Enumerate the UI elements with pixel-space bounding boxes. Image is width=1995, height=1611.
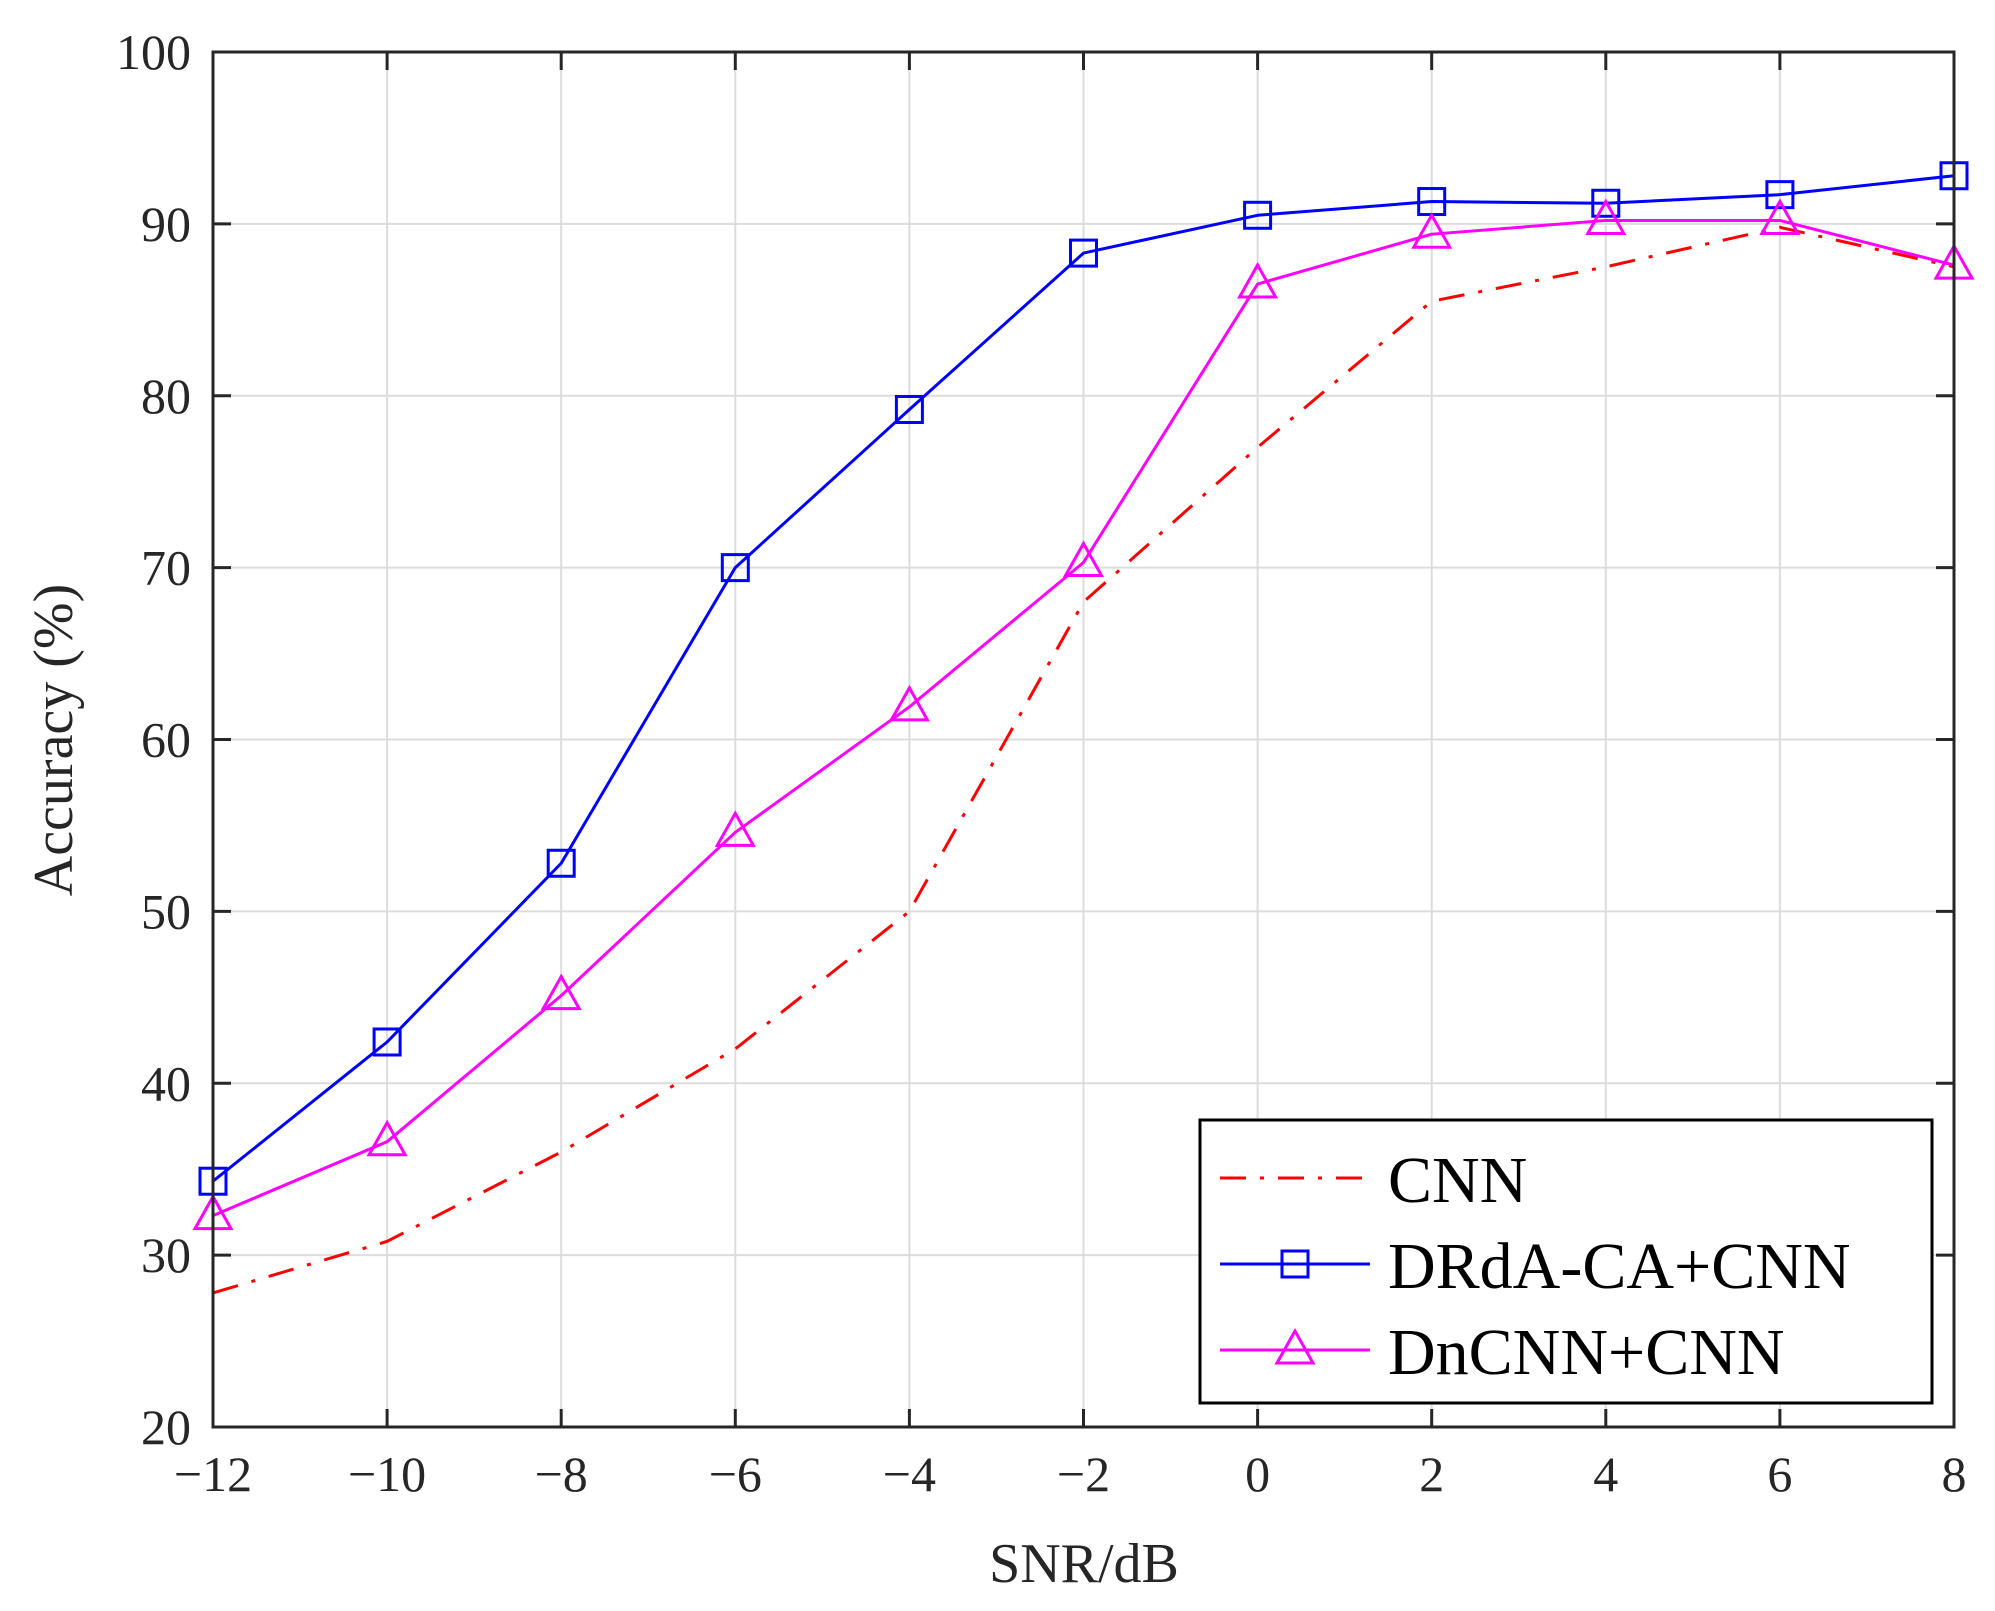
y-tick-label: 60 [141,712,191,768]
data-point-marker [1069,238,1098,268]
y-tick-label: 90 [141,196,191,252]
data-point-marker [540,973,582,1011]
legend-marker [1274,1327,1316,1365]
y-tick-label: 50 [141,883,191,939]
data-point-marker [1765,180,1795,210]
data-point-marker [546,848,576,878]
x-tick-label: −10 [348,1446,426,1502]
x-tick-label: 2 [1419,1446,1444,1502]
series-cnn [212,225,1955,1295]
data-point-marker [1243,200,1273,230]
legend-marker [1280,1249,1310,1279]
data-point-marker [720,553,750,583]
legend-box [1198,1118,1934,1405]
legend-label: CNN [1388,1144,1527,1217]
x-tick-label: 0 [1245,1446,1270,1502]
series-line [212,225,1955,1295]
x-tick-label: 4 [1593,1446,1618,1502]
x-tick-label: 6 [1767,1446,1792,1502]
y-tick-label: 40 [141,1055,191,1111]
y-tick-label: 100 [116,24,191,80]
data-point-marker [1585,198,1627,235]
y-tick-label: 80 [141,368,191,424]
axes: −12 −10 −8 −6 −4 −2 0 2 4 6 8 20 30 40 50 60 70 80 90 100 [116,24,1967,1502]
y-tick-label: 30 [141,1227,191,1283]
data-point-marker [1411,212,1453,249]
x-tick-label: 8 [1942,1446,1967,1502]
y-axis-title: Accuracy (%) [23,584,85,896]
legend: CNN DRdA-CA+CNN DnCNN+CNN [1198,1118,1934,1405]
x-tick-label: −4 [883,1446,936,1502]
x-tick-label: −2 [1057,1446,1110,1502]
data-point-marker [1759,198,1801,235]
series-line [212,218,1955,1217]
legend-label: DRdA-CA+CNN [1388,1230,1851,1303]
data-point-marker [894,395,924,424]
x-tick-label: −6 [709,1446,762,1502]
legend-label: DnCNN+CNN [1388,1316,1785,1389]
x-tick-label: −12 [174,1446,252,1502]
series-line [212,174,1955,1183]
data-point-marker [372,1027,402,1057]
data-point-marker [366,1119,408,1157]
data-point-marker [1591,188,1621,218]
y-tick-label: 70 [141,540,191,596]
x-axis-title: SNR/dB [989,1533,1179,1595]
data-point-marker [1062,540,1105,577]
x-tick-label: −8 [535,1446,588,1502]
data-point-marker [714,810,756,847]
y-tick-label: 20 [141,1399,191,1455]
data-point-marker [1237,261,1279,299]
data-point-marker [888,684,930,722]
